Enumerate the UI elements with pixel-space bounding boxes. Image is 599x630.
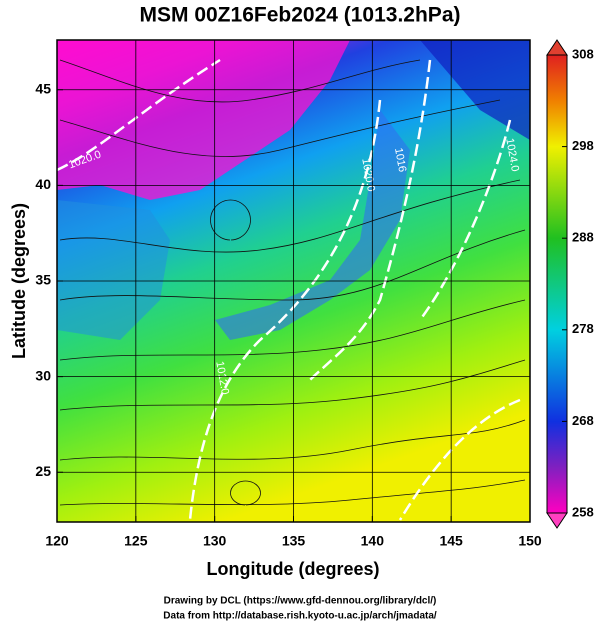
y-tick-label: 35 xyxy=(35,272,51,288)
colorbar: 258 268 278 288 298 308 xyxy=(546,39,594,529)
colorbar-tick-label: 298 xyxy=(572,138,594,153)
colorbar-min-arrow xyxy=(546,512,568,529)
streamlines xyxy=(59,59,526,506)
colorbar-scale xyxy=(546,54,568,514)
x-tick-label: 150 xyxy=(518,533,542,549)
grid xyxy=(57,40,530,522)
colorbar-tick-label: 258 xyxy=(572,504,594,519)
y-axis-label: Latitude (degrees) xyxy=(9,203,29,359)
y-tick-label: 40 xyxy=(35,176,51,192)
contour-label: 1012.0 xyxy=(213,360,231,395)
credit-line: Drawing by DCL (https://www.gfd-dennou.o… xyxy=(164,596,437,607)
colorbar-tick-label: 308 xyxy=(572,46,594,61)
x-tick-label: 130 xyxy=(203,533,227,549)
y-tick-label: 30 xyxy=(35,367,51,383)
cold-land xyxy=(57,40,350,200)
contour-label: 1016 xyxy=(392,147,408,173)
x-tick-label: 135 xyxy=(282,533,306,549)
colorbar-tick-label: 268 xyxy=(572,413,594,428)
x-axis-label: Longitude (degrees) xyxy=(206,559,379,579)
x-tick-label: 140 xyxy=(361,533,385,549)
y-tick-label: 45 xyxy=(35,80,51,96)
x-tick-label: 145 xyxy=(439,533,463,549)
x-ticks: 120 125 130 135 140 145 150 xyxy=(45,516,542,549)
x-tick-label: 125 xyxy=(124,533,148,549)
colorbar-tick-label: 288 xyxy=(572,230,594,245)
y-tick-label: 25 xyxy=(35,463,51,479)
credit-line: Data from http://database.rish.kyoto-u.a… xyxy=(163,611,437,622)
x-tick-label: 120 xyxy=(45,533,69,549)
y-ticks: 25 30 35 40 45 xyxy=(35,80,63,479)
land-japan xyxy=(215,110,410,340)
contour-label: 1024.0 xyxy=(503,137,521,172)
land-korea-china xyxy=(57,200,170,340)
title: MSM 00Z16Feb2024 (1013.2hPa) xyxy=(140,4,461,27)
isobars xyxy=(57,58,521,521)
colorbar-max-arrow xyxy=(546,39,568,56)
colorbar-tick-label: 278 xyxy=(572,321,594,336)
